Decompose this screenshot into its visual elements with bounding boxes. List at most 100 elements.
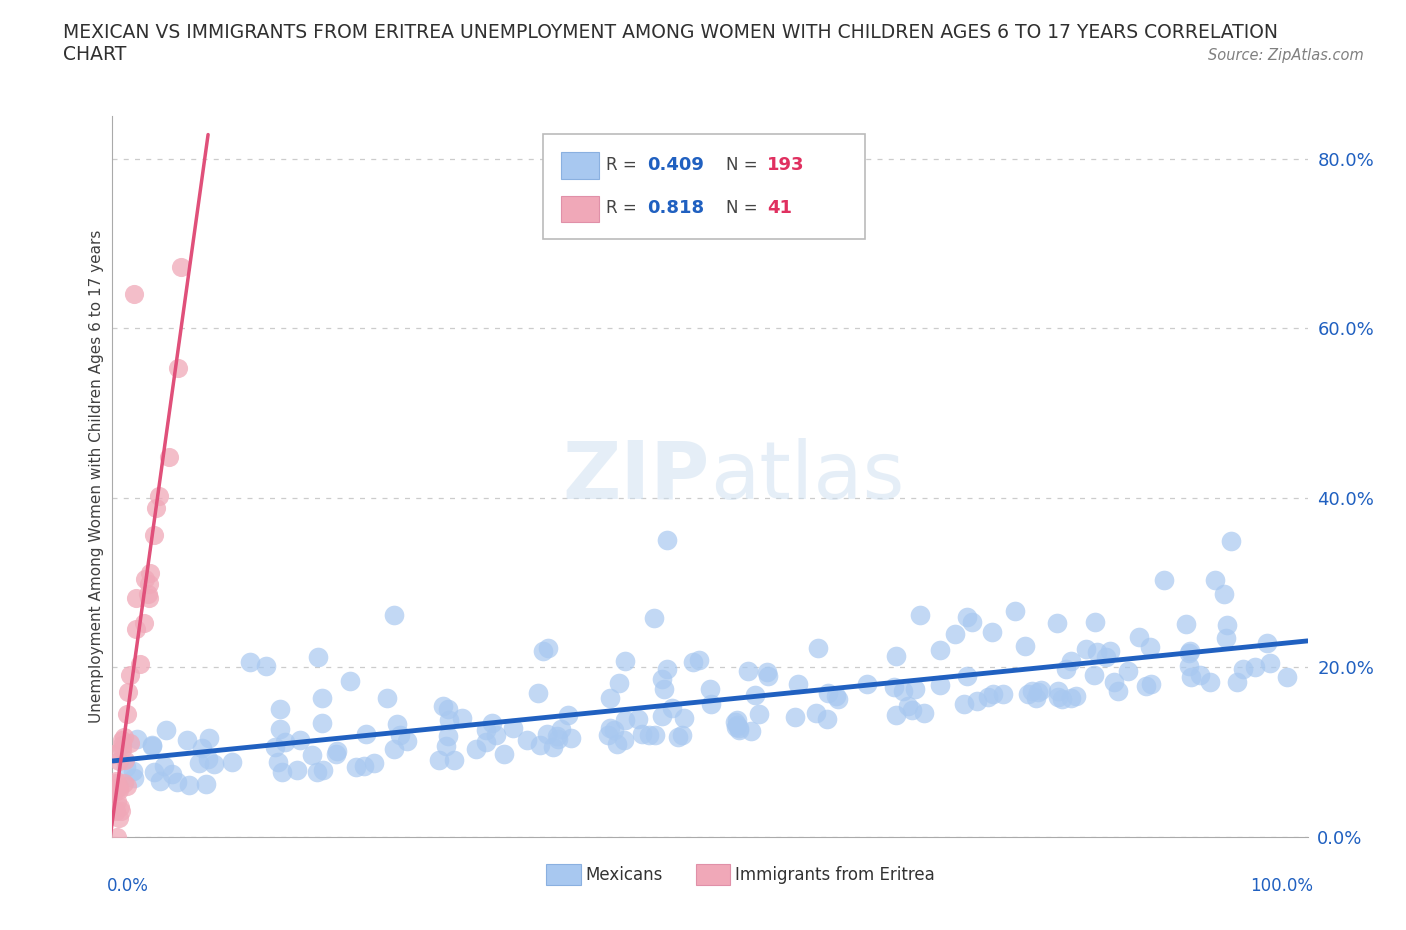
- Point: [254, 658, 277, 673]
- Point: [122, 771, 145, 786]
- Point: [114, 752, 136, 767]
- Point: [1017, 687, 1039, 702]
- Point: [699, 682, 721, 697]
- Point: [748, 706, 770, 721]
- Point: [786, 676, 808, 691]
- Point: [363, 756, 385, 771]
- Point: [756, 669, 779, 684]
- Point: [606, 737, 628, 751]
- Point: [1178, 646, 1201, 661]
- Point: [107, 780, 129, 795]
- Point: [884, 708, 907, 723]
- Point: [682, 655, 704, 670]
- Point: [104, 776, 127, 790]
- Point: [856, 677, 879, 692]
- Point: [725, 719, 748, 734]
- Point: [901, 702, 924, 717]
- Point: [103, 784, 125, 799]
- Point: [117, 684, 139, 699]
- Point: [613, 733, 636, 748]
- Point: [529, 738, 551, 753]
- Point: [737, 663, 759, 678]
- Point: [311, 716, 333, 731]
- Point: [481, 716, 503, 731]
- Point: [557, 708, 579, 723]
- Point: [1014, 639, 1036, 654]
- Point: [807, 641, 830, 656]
- Point: [108, 753, 131, 768]
- Point: [1275, 670, 1298, 684]
- Text: N =: N =: [725, 199, 762, 217]
- Point: [651, 672, 673, 687]
- Point: [1084, 614, 1107, 629]
- Point: [136, 586, 159, 601]
- Point: [817, 685, 839, 700]
- Point: [202, 757, 225, 772]
- Point: [897, 698, 920, 713]
- Point: [166, 775, 188, 790]
- Text: ZIP: ZIP: [562, 438, 710, 515]
- Point: [267, 755, 290, 770]
- Point: [142, 527, 165, 542]
- Point: [638, 728, 661, 743]
- Point: [354, 727, 377, 742]
- Point: [531, 644, 554, 658]
- Point: [502, 721, 524, 736]
- Point: [825, 689, 848, 704]
- Text: CHART: CHART: [63, 45, 127, 63]
- Point: [912, 705, 935, 720]
- Point: [427, 752, 450, 767]
- Text: MEXICAN VS IMMIGRANTS FROM ERITREA UNEMPLOYMENT AMONG WOMEN WITH CHILDREN AGES 6: MEXICAN VS IMMIGRANTS FROM ERITREA UNEMP…: [63, 23, 1278, 42]
- Point: [891, 684, 914, 698]
- Point: [956, 609, 979, 624]
- Point: [139, 565, 162, 580]
- Point: [727, 718, 749, 733]
- Point: [929, 643, 952, 658]
- Point: [643, 610, 665, 625]
- Point: [607, 675, 630, 690]
- Point: [536, 726, 558, 741]
- Point: [956, 669, 979, 684]
- Point: [724, 714, 747, 729]
- Point: [1178, 658, 1201, 673]
- Point: [312, 763, 335, 777]
- Point: [125, 731, 148, 746]
- Point: [138, 591, 160, 605]
- Point: [432, 698, 454, 713]
- Point: [353, 759, 375, 774]
- Point: [671, 727, 693, 742]
- Point: [307, 649, 329, 664]
- Point: [943, 627, 966, 642]
- Point: [311, 691, 333, 706]
- Point: [142, 764, 165, 779]
- Point: [1213, 586, 1236, 601]
- FancyBboxPatch shape: [543, 134, 866, 239]
- Point: [285, 763, 308, 777]
- Point: [644, 728, 666, 743]
- Point: [953, 698, 976, 712]
- Point: [1189, 668, 1212, 683]
- Point: [655, 661, 678, 676]
- Point: [815, 711, 838, 726]
- Point: [1050, 691, 1073, 706]
- Point: [138, 577, 160, 591]
- Point: [437, 728, 460, 743]
- Point: [111, 733, 134, 748]
- Point: [1232, 661, 1254, 676]
- Point: [1029, 683, 1052, 698]
- Point: [1107, 684, 1129, 698]
- Point: [547, 731, 569, 746]
- Point: [1198, 674, 1220, 689]
- Point: [110, 800, 132, 815]
- Point: [1059, 691, 1081, 706]
- Point: [170, 259, 193, 274]
- Point: [550, 722, 572, 737]
- Point: [112, 730, 135, 745]
- Point: [141, 738, 163, 753]
- Point: [103, 784, 125, 799]
- Point: [375, 690, 398, 705]
- Point: [744, 687, 766, 702]
- Text: 0.0%: 0.0%: [107, 877, 149, 895]
- Point: [108, 810, 131, 825]
- Point: [443, 753, 465, 768]
